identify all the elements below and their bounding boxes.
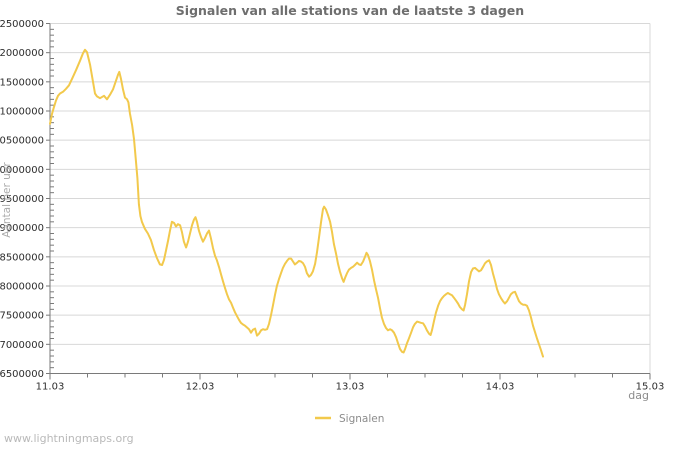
y-tick-label: 7000000 [0,340,44,351]
y-tick-label: 10000000 [0,165,44,176]
y-tick-label: 12000000 [0,48,44,59]
legend-label: Signalen [339,413,384,425]
grid [50,23,650,374]
x-tick-label: 12.03 [186,382,215,393]
x-tick-label: 13.03 [336,382,365,393]
y-tick-label: 8000000 [0,282,44,293]
axes [46,23,651,380]
y-tick-label: 9500000 [0,194,44,205]
legend: Signalen [315,413,384,425]
y-tick-label: 11000000 [0,107,44,118]
watermark: www.lightningmaps.org [4,432,134,445]
x-tick-label: 15.03 [636,382,665,393]
y-tick-label: 8500000 [0,252,44,263]
series [49,48,544,358]
x-tick-label: 11.03 [36,382,65,393]
x-axis-tick-labels: 11.03 12.03 13.03 14.03 15.03 [36,382,665,393]
chart-title: Signalen van alle stations van de laatst… [176,3,524,18]
y-tick-label: 7500000 [0,311,44,322]
y-tick-label: 6500000 [0,369,44,380]
y-axis-tick-labels: 6500000 7000000 7500000 8000000 8500000 90000… [0,19,44,380]
series-line-signalen [49,48,544,358]
x-tick-label: 14.03 [486,382,515,393]
y-axis-title: Aantal per uur [1,162,13,238]
y-tick-label: 9000000 [0,223,44,234]
y-tick-label: 12500000 [0,19,44,30]
y-tick-label: 11500000 [0,77,44,88]
y-tick-label: 10500000 [0,136,44,147]
x-axis-title: dag [628,389,649,402]
